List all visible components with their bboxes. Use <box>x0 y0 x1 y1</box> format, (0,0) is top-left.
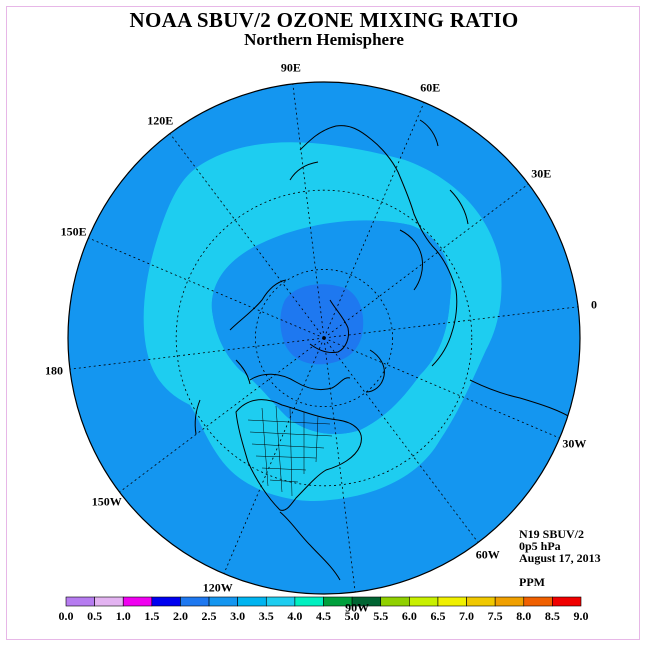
colorbar-tick-label: 2.0 <box>172 609 188 623</box>
parallel-30 <box>175 189 473 487</box>
colorbar-swatch <box>94 596 124 607</box>
longitude-label: 90W <box>345 600 370 615</box>
colorbar-swatch <box>494 596 525 607</box>
ozone-region-2.0-2.5 <box>280 284 364 365</box>
plot-frame <box>6 6 640 640</box>
ozone-region-3.0-3.5 <box>143 142 502 501</box>
colorbar-swatch <box>409 596 439 607</box>
colorbar-swatch <box>265 596 296 607</box>
colorbar-tick-label: 4.0 <box>287 609 303 623</box>
longitude-label: 180 <box>45 363 64 378</box>
colorbar-swatch <box>180 596 210 607</box>
longitude-label: 120E <box>147 113 174 128</box>
colorbar-tick-label: 5.5 <box>373 609 389 623</box>
colorbar-swatch <box>523 596 553 607</box>
info-units: PPM <box>519 575 545 589</box>
colorbar-tick-label: 1.0 <box>115 609 131 623</box>
colorbar-swatch <box>208 596 238 607</box>
colorbar-tick-label: 0.0 <box>58 609 74 623</box>
parallel-60 <box>255 269 393 407</box>
colorbar-swatch <box>122 596 153 607</box>
longitude-label: 150E <box>60 224 87 239</box>
colorbar-tick-label: 4.5 <box>316 609 331 623</box>
map-boundary <box>67 81 581 595</box>
longitude-label: 120W <box>202 580 233 595</box>
longitude-label: 30E <box>531 166 552 181</box>
colorbar-tick-label: 6.0 <box>401 609 417 623</box>
colorbar-swatch <box>552 596 582 607</box>
info-instrument: N19 SBUV/2 <box>519 527 585 541</box>
colorbar <box>65 596 582 607</box>
colorbar-tick-label: 8.5 <box>544 609 560 623</box>
colorbar-swatch <box>437 596 467 607</box>
colorbar-swatch <box>237 596 267 607</box>
colorbar-tick-label: 5.0 <box>344 609 360 623</box>
longitude-label: 60E <box>420 80 441 95</box>
coastlines <box>194 119 576 581</box>
info-date: August 17, 2013 <box>519 551 601 565</box>
ozone-field <box>68 82 580 594</box>
colorbar-swatch <box>466 596 496 607</box>
colorbar-swatch <box>294 596 324 607</box>
colorbar-tick-label: 1.5 <box>144 609 160 623</box>
us-state-boundaries <box>247 405 333 497</box>
colorbar-tick-label: 2.5 <box>201 609 217 623</box>
colorbar-swatch <box>65 596 95 607</box>
colorbar-swatch <box>380 596 410 607</box>
longitude-label: 60W <box>475 547 500 562</box>
map-title: NOAA SBUV/2 OZONE MIXING RATIO <box>129 8 519 32</box>
longitude-label: 90E <box>280 60 301 75</box>
longitude-label: 150W <box>91 494 122 509</box>
colorbar-tick-label: 0.5 <box>87 609 103 623</box>
longitude-label: 0 <box>590 297 597 312</box>
colorbar-swatch <box>151 596 181 607</box>
graticule <box>69 83 579 593</box>
longitude-label: 30W <box>562 436 587 451</box>
map-subtitle: Northern Hemisphere <box>244 30 404 49</box>
colorbar-tick-label: 3.0 <box>230 609 246 623</box>
colorbar-tick-label: 3.5 <box>258 609 274 623</box>
colorbar-tick-label: 8.0 <box>516 609 532 623</box>
colorbar-tick-label: 6.5 <box>430 609 446 623</box>
info-level: 0p5 hPa <box>519 539 561 553</box>
colorbar-tick-label: 7.0 <box>459 609 475 623</box>
colorbar-tick-label: 9.0 <box>573 609 589 623</box>
colorbar-tick-label: 7.5 <box>487 609 503 623</box>
